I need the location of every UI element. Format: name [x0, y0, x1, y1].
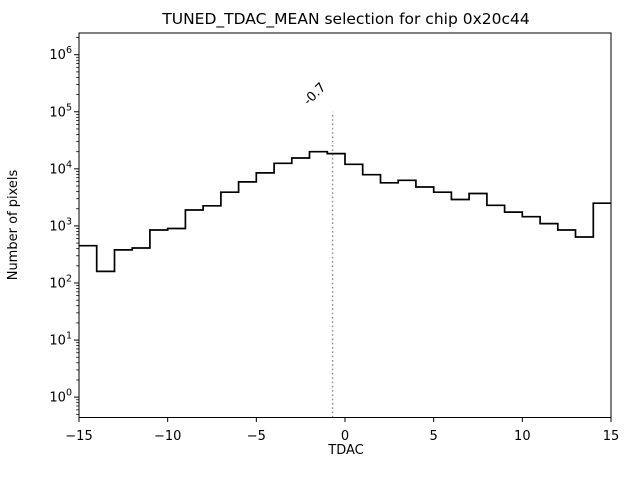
- y-tick-exponent: 1: [66, 331, 72, 342]
- x-tick-label: 0: [341, 429, 349, 444]
- x-tick-label: −10: [154, 429, 181, 444]
- y-tick-exponent: 5: [66, 102, 72, 113]
- y-tick-exponent: 2: [66, 274, 72, 285]
- histogram-step-line: [79, 150, 611, 273]
- x-tick-label: 15: [603, 429, 620, 444]
- y-tick-label: 101: [49, 331, 72, 349]
- y-tick-exponent: 0: [66, 388, 72, 399]
- x-tick-labels: −15 −10 −5 0 5 10 15: [65, 429, 619, 444]
- y-tick-exponent: 3: [66, 216, 72, 227]
- y-tick-exponent: 6: [66, 45, 72, 56]
- y-tick-label: 105: [49, 102, 72, 120]
- x-axis-label: TDAC: [327, 443, 363, 458]
- y-tick-label: 100: [49, 388, 72, 406]
- x-tick-label: 5: [430, 429, 438, 444]
- x-tick-label: −15: [65, 429, 92, 444]
- y-major-ticks: [74, 54, 79, 398]
- x-tick-label: 10: [514, 429, 531, 444]
- y-tick-exponent: 4: [66, 159, 72, 170]
- x-tick-label: −5: [247, 429, 266, 444]
- selection-vline-label: -0.7: [301, 80, 330, 109]
- y-tick-label: 106: [49, 45, 72, 63]
- axes-spines: [78, 32, 612, 418]
- y-axis-label: Number of pixels: [6, 169, 21, 280]
- y-tick-label: 104: [49, 159, 72, 177]
- y-tick-label: 102: [49, 274, 72, 292]
- chart-title: TUNED_TDAC_MEAN selection for chip 0x20c…: [161, 10, 529, 29]
- y-tick-label: 103: [49, 216, 72, 234]
- x-major-ticks: [78, 417, 612, 422]
